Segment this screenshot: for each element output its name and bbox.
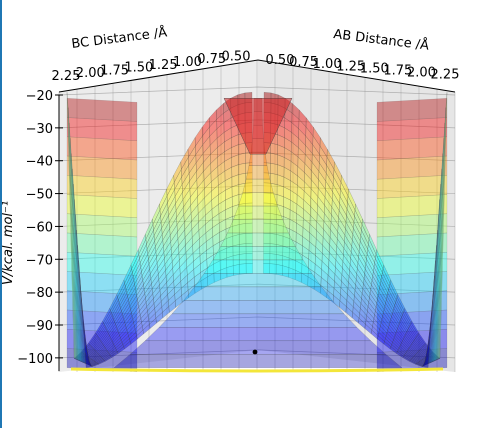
z-tick-label: −50 bbox=[26, 188, 53, 203]
ridge-facet bbox=[158, 313, 358, 328]
ridge-facet bbox=[220, 232, 296, 247]
ridge-facet bbox=[227, 219, 289, 234]
wall-facet bbox=[66, 117, 138, 141]
ridge-facet bbox=[113, 354, 403, 368]
wall-facet bbox=[66, 213, 138, 238]
z-tick-label: −90 bbox=[26, 319, 53, 334]
wall-facet bbox=[376, 155, 448, 180]
ridge-facet bbox=[238, 192, 278, 207]
ab-tick-label: 0.50 bbox=[266, 53, 295, 68]
wall-facet bbox=[66, 136, 138, 161]
bc-tick-label: 2.00 bbox=[76, 66, 105, 81]
floor-contour bbox=[70, 349, 444, 373]
surface-facet bbox=[270, 152, 278, 165]
wall-facet bbox=[66, 232, 138, 257]
ridge-facet bbox=[194, 273, 322, 288]
wall-facet bbox=[376, 213, 448, 238]
z-tick-label: −70 bbox=[26, 253, 53, 268]
ab-tick-label: 1.75 bbox=[383, 64, 412, 79]
bc-tick-label: 1.75 bbox=[100, 63, 129, 78]
horizontal-gridline bbox=[58, 250, 456, 260]
axes: −20−30−40−50−60−70−80−90−1002.252.001.75… bbox=[17, 49, 459, 371]
surface-facet bbox=[238, 142, 246, 155]
surface-facet bbox=[238, 172, 246, 185]
barrier-top bbox=[223, 98, 293, 155]
wall-facet bbox=[376, 98, 448, 122]
bc-tick-label: 1.00 bbox=[173, 55, 202, 70]
surface-facet bbox=[245, 263, 253, 274]
ridge-facet bbox=[246, 165, 270, 180]
bc-tick-label: 2.25 bbox=[52, 69, 81, 84]
wall-facet bbox=[376, 136, 448, 161]
trajectory-point bbox=[252, 349, 258, 355]
wall-facet bbox=[66, 175, 138, 199]
bc-tick-label: 0.75 bbox=[197, 52, 226, 67]
ridge-facet bbox=[233, 205, 283, 220]
surface-facet bbox=[270, 142, 278, 155]
ridge-facet bbox=[129, 340, 387, 355]
z-tick-label: −20 bbox=[26, 89, 53, 104]
y-axis-title: AB Distance /Å bbox=[333, 26, 431, 54]
wall-facet bbox=[66, 155, 138, 180]
right-outer-wall bbox=[376, 98, 448, 372]
horizontal-gridline bbox=[58, 86, 456, 96]
ab-tick-label: 0.75 bbox=[289, 55, 318, 70]
z-tick-label: −40 bbox=[26, 155, 53, 170]
wall-facet bbox=[376, 252, 448, 276]
floor-contour-line bbox=[70, 367, 444, 373]
wall-facet bbox=[376, 175, 448, 199]
ridge-facet bbox=[171, 300, 345, 315]
horizontal-gridline bbox=[58, 283, 456, 293]
wall-facet bbox=[66, 252, 138, 276]
surface-facet bbox=[270, 162, 278, 175]
central-ridge bbox=[113, 98, 403, 368]
ridge-facet bbox=[212, 246, 304, 261]
surface-facet bbox=[238, 162, 246, 175]
z-axis-title: V/kcal. mol⁻¹ bbox=[1, 201, 16, 285]
ridge-facet bbox=[203, 259, 313, 274]
left-valley bbox=[66, 92, 253, 368]
surface-facet bbox=[263, 263, 270, 274]
ridge-facet bbox=[144, 327, 372, 341]
horizontal-gridline bbox=[58, 316, 456, 326]
x-axis-title: BC Distance /Å bbox=[71, 24, 168, 52]
z-tick-label: −100 bbox=[17, 352, 53, 367]
bc-tick-label: 1.50 bbox=[124, 61, 153, 76]
ab-tick-label: 1.50 bbox=[360, 61, 389, 76]
z-tick-label: −60 bbox=[26, 220, 53, 235]
z-tick-label: −30 bbox=[26, 122, 53, 137]
wall-facet bbox=[66, 98, 138, 122]
ridge-facet bbox=[183, 286, 333, 301]
surface-facet bbox=[270, 172, 278, 185]
wall-facet bbox=[376, 194, 448, 218]
wall-facet bbox=[66, 194, 138, 218]
horizontal-gridline bbox=[58, 185, 456, 194]
ab-tick-label: 2.25 bbox=[431, 68, 460, 83]
surface-facet bbox=[238, 152, 246, 165]
bc-tick-label: 1.25 bbox=[149, 58, 178, 73]
potential-surface bbox=[66, 92, 448, 372]
wall-facet bbox=[376, 117, 448, 141]
right-valley bbox=[263, 92, 448, 368]
horizontal-gridline bbox=[58, 218, 456, 227]
wall-facet bbox=[376, 271, 448, 295]
horizontal-gridline bbox=[58, 349, 456, 359]
ab-tick-label: 2.00 bbox=[407, 66, 436, 81]
z-tick-label: −80 bbox=[26, 286, 53, 301]
bc-tick-label: 0.50 bbox=[222, 49, 251, 64]
ridge-facet bbox=[242, 178, 274, 193]
top-axis-line bbox=[58, 59, 456, 93]
ab-tick-label: 1.00 bbox=[313, 57, 342, 72]
ab-tick-label: 1.25 bbox=[336, 59, 365, 74]
left-accent-rule bbox=[0, 0, 2, 428]
